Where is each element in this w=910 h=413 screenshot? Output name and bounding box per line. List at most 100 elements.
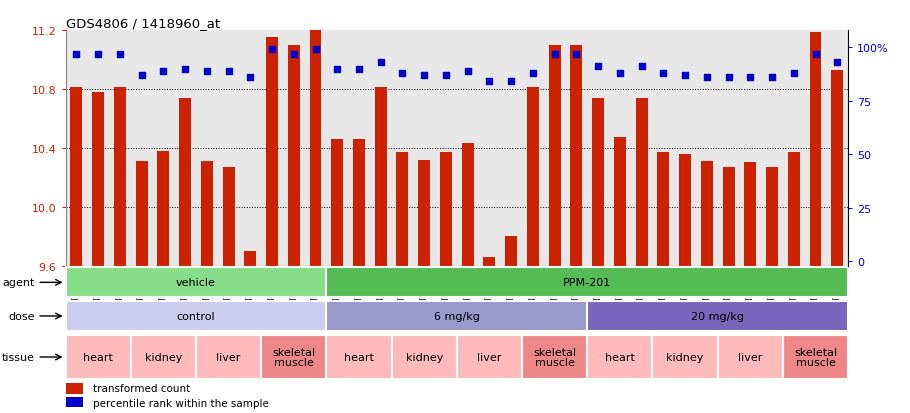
Point xyxy=(656,70,671,77)
Bar xyxy=(718,31,740,266)
Point xyxy=(743,75,757,81)
Text: PPM-201: PPM-201 xyxy=(563,278,612,287)
FancyBboxPatch shape xyxy=(652,335,718,379)
Bar xyxy=(419,160,430,266)
Bar xyxy=(609,31,631,266)
Point xyxy=(786,70,801,77)
Bar xyxy=(810,33,822,266)
FancyBboxPatch shape xyxy=(261,335,327,379)
Bar xyxy=(239,31,261,266)
Point xyxy=(265,47,279,54)
Bar xyxy=(761,31,783,266)
Bar xyxy=(223,168,235,266)
Point xyxy=(177,66,192,73)
Bar xyxy=(614,138,626,266)
Bar xyxy=(631,31,652,266)
Point xyxy=(591,64,605,71)
Bar xyxy=(522,31,544,266)
Bar xyxy=(413,31,435,266)
Point xyxy=(504,79,519,85)
Bar xyxy=(397,153,409,266)
Bar xyxy=(179,99,191,266)
Text: tissue: tissue xyxy=(2,352,35,362)
Bar xyxy=(375,88,387,266)
Bar xyxy=(483,257,495,266)
Point xyxy=(678,73,693,79)
FancyBboxPatch shape xyxy=(66,301,327,331)
Text: kidney: kidney xyxy=(406,352,443,362)
Bar xyxy=(826,31,848,266)
Text: percentile rank within the sample: percentile rank within the sample xyxy=(93,398,268,408)
Text: 6 mg/kg: 6 mg/kg xyxy=(434,311,480,321)
FancyBboxPatch shape xyxy=(718,335,783,379)
Bar xyxy=(527,88,539,266)
Bar xyxy=(70,88,83,266)
Bar xyxy=(327,31,349,266)
Bar xyxy=(196,31,217,266)
Point xyxy=(460,68,475,75)
Point xyxy=(417,73,431,79)
Bar xyxy=(305,31,327,266)
Bar xyxy=(549,46,561,266)
Point xyxy=(135,73,149,79)
Bar xyxy=(114,88,126,266)
FancyBboxPatch shape xyxy=(391,335,457,379)
Point xyxy=(700,75,714,81)
Bar xyxy=(349,31,369,266)
Point xyxy=(113,51,127,58)
Bar xyxy=(587,31,609,266)
Text: kidney: kidney xyxy=(666,352,703,362)
Point xyxy=(287,51,301,58)
Text: kidney: kidney xyxy=(145,352,182,362)
FancyBboxPatch shape xyxy=(522,335,587,379)
Bar xyxy=(652,31,674,266)
FancyBboxPatch shape xyxy=(327,335,391,379)
Bar xyxy=(174,31,196,266)
Bar xyxy=(744,163,756,266)
FancyBboxPatch shape xyxy=(327,301,587,331)
Text: skeletal
muscle: skeletal muscle xyxy=(272,347,316,368)
Point xyxy=(308,47,323,54)
Point xyxy=(830,60,844,66)
Bar xyxy=(635,99,648,266)
Point xyxy=(764,75,779,81)
FancyBboxPatch shape xyxy=(783,335,848,379)
Bar xyxy=(201,161,213,266)
Bar xyxy=(740,31,761,266)
Bar xyxy=(674,31,696,266)
Text: 20 mg/kg: 20 mg/kg xyxy=(692,311,744,321)
Bar xyxy=(261,31,283,266)
Text: heart: heart xyxy=(83,352,113,362)
Point xyxy=(156,68,170,75)
Bar xyxy=(109,31,131,266)
Bar xyxy=(788,153,800,266)
Point xyxy=(634,64,649,71)
Text: skeletal
muscle: skeletal muscle xyxy=(794,347,837,368)
Point xyxy=(243,75,258,81)
Text: dose: dose xyxy=(8,311,35,321)
Bar xyxy=(505,237,517,266)
FancyBboxPatch shape xyxy=(131,335,196,379)
Point xyxy=(91,51,106,58)
Text: liver: liver xyxy=(738,352,763,362)
Bar xyxy=(92,93,104,266)
Text: transformed count: transformed count xyxy=(93,383,190,394)
Bar xyxy=(501,31,522,266)
Text: heart: heart xyxy=(605,352,635,362)
Bar xyxy=(679,154,691,266)
Point xyxy=(373,60,388,66)
Point xyxy=(482,79,497,85)
Text: heart: heart xyxy=(344,352,374,362)
Bar xyxy=(804,31,826,266)
Bar xyxy=(353,140,365,266)
Point xyxy=(808,51,823,58)
FancyBboxPatch shape xyxy=(587,301,848,331)
Bar xyxy=(157,151,169,266)
Bar xyxy=(592,99,604,266)
FancyBboxPatch shape xyxy=(66,335,131,379)
Bar xyxy=(136,161,147,266)
Point xyxy=(395,70,410,77)
Bar xyxy=(696,31,718,266)
Bar xyxy=(391,31,413,266)
Bar xyxy=(283,31,305,266)
